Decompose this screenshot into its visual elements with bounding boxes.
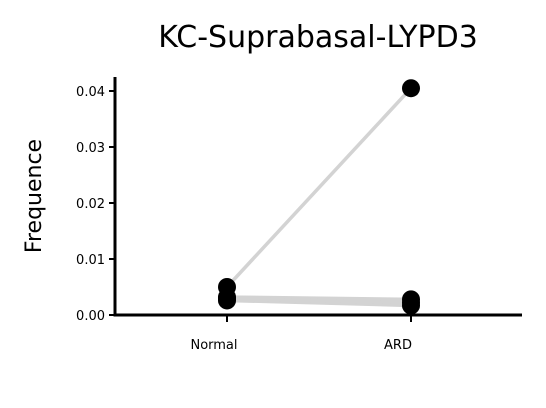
x-tick-label: ARD bbox=[384, 338, 412, 353]
data-point bbox=[402, 79, 420, 98]
series-line-4 bbox=[225, 297, 413, 305]
chart-title: KC-Suprabasal-LYPD3 bbox=[158, 20, 478, 55]
y-tick-label: 0.01 bbox=[76, 253, 105, 268]
series-line-1 bbox=[225, 86, 413, 289]
y-tick-label: 0.02 bbox=[76, 197, 105, 212]
y-tick-label: 0.04 bbox=[76, 85, 105, 100]
data-point bbox=[218, 289, 236, 308]
series-line-3 bbox=[225, 298, 413, 308]
y-axis-label: Frequence bbox=[22, 139, 47, 253]
series-points bbox=[218, 79, 420, 315]
y-tick-label: 0.03 bbox=[76, 141, 105, 156]
axes: 0.00 0.01 0.02 0.03 0.04 Normal ARD bbox=[76, 77, 522, 353]
y-tick-label: 0.00 bbox=[76, 309, 105, 324]
series-line-2 bbox=[225, 295, 413, 302]
data-point bbox=[402, 293, 420, 312]
series-lines bbox=[225, 86, 413, 308]
x-tick-label: Normal bbox=[190, 338, 237, 353]
